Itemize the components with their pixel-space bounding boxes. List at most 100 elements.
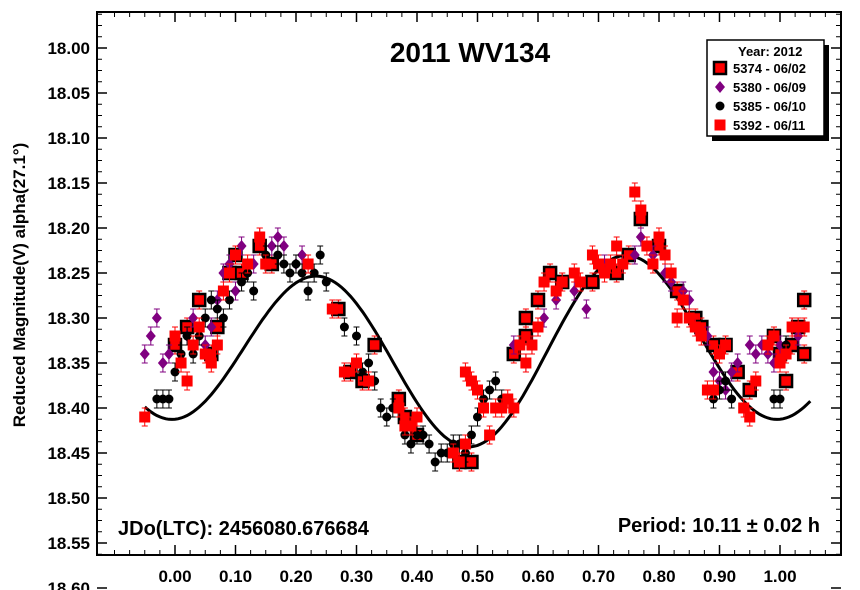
data-point <box>272 231 283 243</box>
data-point <box>744 339 755 351</box>
y-tick-label: 18.25 <box>47 264 90 283</box>
data-point <box>750 375 762 387</box>
data-point <box>151 312 162 324</box>
data-point <box>206 321 217 333</box>
x-tick-label: 0.80 <box>642 567 675 586</box>
data-point <box>593 258 604 270</box>
data-point <box>182 331 192 341</box>
data-point <box>478 402 490 414</box>
data-point <box>193 321 205 333</box>
data-point <box>599 267 611 279</box>
epoch-annotation: JDo(LTC): 2456080.676684 <box>118 518 370 540</box>
data-point <box>206 295 216 305</box>
data-point <box>205 357 217 369</box>
data-point <box>611 240 623 252</box>
data-point <box>321 277 331 287</box>
data-point <box>665 267 677 279</box>
data-point <box>139 411 151 423</box>
data-point <box>249 286 259 296</box>
y-tick-label: 18.10 <box>47 129 90 148</box>
data-point <box>518 310 534 326</box>
x-tick-label: 1.00 <box>763 567 796 586</box>
data-point <box>485 385 495 395</box>
data-point <box>550 285 562 297</box>
data-point <box>405 420 417 432</box>
period-annotation: Period: 10.11 ± 0.02 h <box>618 515 820 537</box>
data-point <box>775 339 785 351</box>
data-point <box>223 267 235 279</box>
data-point <box>224 295 234 305</box>
legend-marker <box>714 119 726 131</box>
data-point <box>472 384 483 396</box>
legend-marker <box>715 101 725 111</box>
data-point <box>230 285 241 297</box>
data-point <box>677 294 689 306</box>
data-point <box>237 277 247 287</box>
data-point <box>707 384 719 396</box>
x-tick-label: 0.50 <box>461 567 494 586</box>
plot-frame <box>96 11 842 556</box>
data-point <box>273 250 283 260</box>
data-point <box>188 312 199 324</box>
data-point <box>297 249 308 261</box>
data-point <box>459 366 471 378</box>
data-point <box>629 249 640 261</box>
y-tick-label: 18.45 <box>47 444 90 463</box>
data-point <box>338 366 350 378</box>
data-point <box>367 337 382 353</box>
data-point <box>302 258 314 270</box>
data-point <box>635 231 646 243</box>
y-tick-label: 18.40 <box>47 399 90 418</box>
data-point <box>586 249 598 261</box>
data-point <box>695 330 707 342</box>
data-point <box>424 439 434 449</box>
data-point <box>641 240 653 252</box>
data-point <box>430 457 440 467</box>
data-point <box>459 438 471 450</box>
legend: Year: 2012 5374 - 06/02 5380 - 06/09 5385 … <box>706 39 829 141</box>
data-point <box>774 357 786 369</box>
y-tick-label: 18.50 <box>47 489 90 508</box>
data-point <box>236 240 247 252</box>
data-point <box>581 303 592 315</box>
data-point <box>465 375 477 387</box>
data-point <box>701 384 713 396</box>
data-point <box>538 276 550 288</box>
data-point <box>399 420 411 432</box>
y-tick-label: 18.05 <box>47 84 90 103</box>
x-tick-label: 0.70 <box>582 567 615 586</box>
data-point <box>530 292 546 308</box>
data-point <box>297 268 307 278</box>
data-point <box>473 412 482 422</box>
series-2 <box>152 245 791 472</box>
data-point <box>163 348 174 360</box>
data-point <box>689 321 701 333</box>
data-point <box>200 313 210 323</box>
data-point <box>792 321 804 333</box>
data-point <box>139 348 150 360</box>
data-point <box>647 258 659 270</box>
y-tick-label: 18.60 <box>47 579 90 590</box>
data-point <box>303 286 313 296</box>
data-point <box>230 249 241 261</box>
data-point <box>164 394 174 404</box>
data-point <box>170 367 180 377</box>
data-point <box>145 330 156 342</box>
data-point <box>291 259 301 269</box>
data-point <box>254 231 266 243</box>
y-tick-label: 18.35 <box>47 354 90 373</box>
data-point <box>211 339 223 351</box>
data-point <box>309 268 319 278</box>
data-point <box>218 313 228 323</box>
data-point <box>484 429 496 441</box>
x-tick-label: 0.20 <box>279 567 312 586</box>
data-point <box>796 292 812 308</box>
data-point <box>315 250 325 260</box>
data-point <box>278 240 289 252</box>
data-point <box>352 331 361 341</box>
x-tick-label: 0.60 <box>521 567 554 586</box>
data-point <box>393 402 405 414</box>
data-point <box>496 402 508 414</box>
data-point <box>181 375 193 387</box>
